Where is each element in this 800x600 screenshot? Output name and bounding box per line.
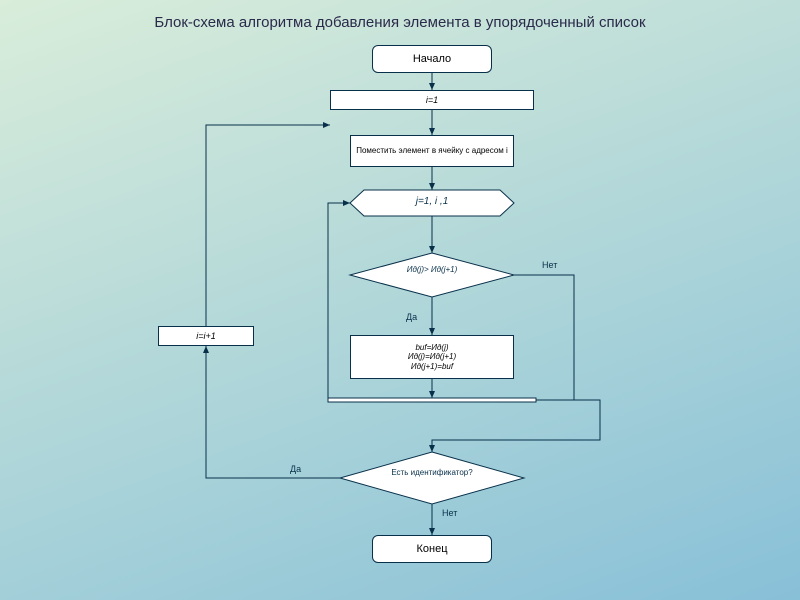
cond1-text: Ид(j)> Ид(j+1) [350, 265, 514, 274]
place-node: Поместить элемент в ячейку с адресом i [350, 135, 514, 167]
edge-label-yes2: Да [290, 464, 301, 474]
end-node: Конец [372, 535, 492, 563]
init-node: i=1 [330, 90, 534, 110]
swap-node: buf=Ид(j)Ид(j)=Ид(j+1)Ид(j+1)=buf [350, 335, 514, 379]
cond2-text: Есть идентификатор? [340, 468, 524, 477]
start-node: Начало [372, 45, 492, 73]
edge-label-no2: Нет [442, 508, 457, 518]
page-title: Блок-схема алгоритма добавления элемента… [0, 14, 800, 31]
loop-text: j=1, i ,1 [350, 196, 514, 207]
edge-label-yes1: Да [406, 312, 417, 322]
flowchart-canvas: Блок-схема алгоритма добавления элемента… [0, 0, 800, 600]
edge-label-no1: Нет [542, 260, 557, 270]
inc-node: i=i+1 [158, 326, 254, 346]
